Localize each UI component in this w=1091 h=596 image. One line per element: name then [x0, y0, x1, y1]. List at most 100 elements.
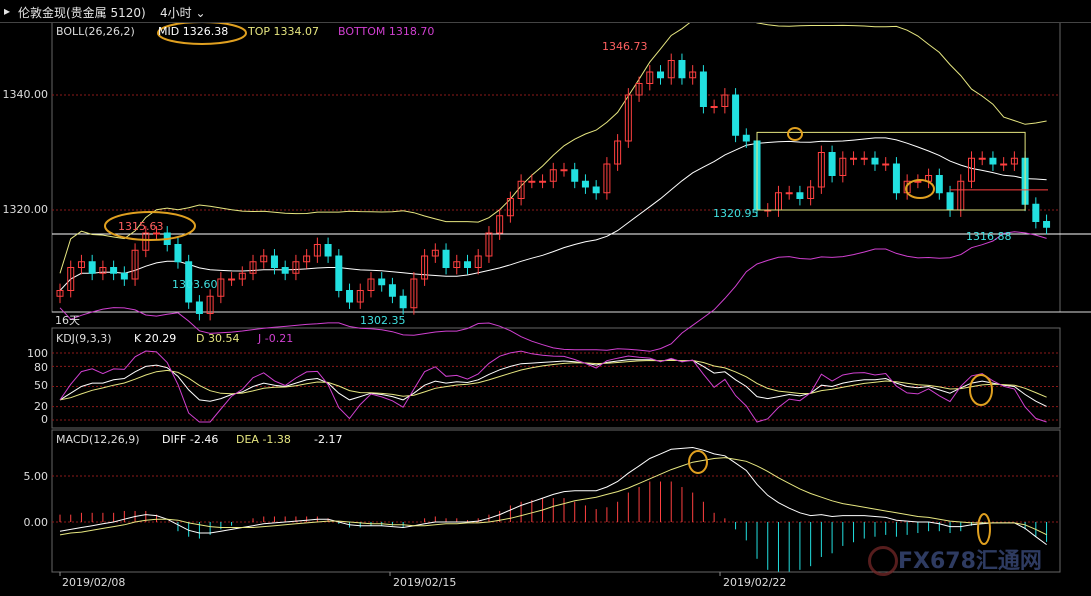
candle-body — [796, 192, 804, 199]
candle-body — [560, 169, 568, 172]
candle-body — [914, 180, 922, 183]
kdj-d-line — [59, 359, 1047, 401]
candle-body — [421, 255, 429, 280]
candle-body — [882, 163, 890, 166]
boll-top-value: TOP 1334.07 — [248, 25, 319, 38]
candle-body — [785, 192, 793, 195]
boll-mid-value: MID 1326.38 — [158, 25, 229, 38]
candle-body — [485, 232, 493, 257]
timeframe-label: 4小时 — [160, 6, 192, 20]
macd-diff-line — [59, 446, 1047, 546]
timeframe-selector[interactable]: 4小时 ⌄ — [160, 4, 206, 21]
boll-mid-line — [59, 137, 1047, 291]
candle-body — [120, 272, 128, 280]
y-tick-1340: 1340.00 — [2, 88, 49, 101]
watermark: FX678汇通网 — [898, 549, 1042, 574]
title-bar: ▸ 伦敦金现(贵金属 5120) 4小时 ⌄ — [0, 0, 1091, 23]
candle-body — [217, 278, 225, 297]
candle-body — [807, 186, 815, 199]
candle-body — [99, 267, 107, 274]
candle-body — [1000, 163, 1008, 166]
candle-body — [549, 169, 557, 182]
candle-body — [892, 163, 900, 194]
candle-body — [603, 163, 611, 194]
macd-histogram-value: -2.17 — [314, 433, 343, 446]
candle-body — [260, 255, 268, 263]
macd-tick-0: 0.00 — [23, 516, 49, 529]
candle-body — [56, 290, 64, 297]
candle-body — [195, 301, 203, 314]
date-label-1: 2019/02/08 — [62, 576, 126, 589]
boll-bottom-value: BOTTOM 1318.70 — [338, 25, 435, 38]
kdj-d-value: D 30.54 — [196, 332, 240, 345]
candle-body — [1010, 157, 1018, 165]
candle-body — [571, 169, 579, 182]
date-label-3: 2019/02/22 — [723, 576, 787, 589]
candle-body — [174, 244, 182, 263]
highlight-kdj-ellipse — [969, 374, 993, 406]
candle-body — [303, 255, 311, 263]
macd-dea-line — [59, 457, 1047, 536]
candle-body — [689, 71, 697, 79]
annotation-last: 1316.88 — [966, 230, 1012, 243]
highlight-macd-end-ellipse — [977, 513, 991, 545]
boll-indicator-label[interactable]: BOLL(26,26,2) — [56, 25, 135, 38]
candle-body — [678, 60, 686, 79]
instrument-icon: ▸ — [4, 4, 11, 18]
boll-top-line — [59, 10, 1047, 274]
candle-body — [721, 94, 729, 107]
annotation-low1: 1303.60 — [172, 278, 218, 291]
highlight-bottom-ellipse — [905, 179, 935, 199]
annotation-low2: 1302.35 — [360, 314, 406, 327]
candle-body — [378, 278, 386, 286]
annotation-high: 1346.73 — [602, 40, 648, 53]
candle-body — [410, 278, 418, 309]
highlight-peak-ellipse — [104, 211, 196, 241]
candle-body — [635, 83, 643, 96]
candle-body — [935, 175, 943, 194]
candle-body — [142, 232, 150, 251]
macd-tick-5: 5.00 — [23, 470, 49, 483]
candle-body — [185, 261, 193, 303]
candle-body — [539, 180, 547, 183]
instrument-selector[interactable]: 伦敦金现(贵金属 5120) — [18, 6, 146, 20]
candle-body — [356, 290, 364, 303]
watermark-logo-icon — [868, 546, 898, 576]
candle-body — [967, 157, 975, 182]
candle-body — [828, 152, 836, 176]
boll-bottom-line — [59, 231, 1047, 352]
kdj-tick-20: 20 — [34, 400, 48, 413]
macd-panel-frame — [51, 429, 1061, 573]
candle-body — [474, 255, 482, 268]
macd-dea-value: DEA -1.38 — [236, 433, 291, 446]
kdj-tick-80: 80 — [34, 361, 48, 374]
candle-body — [388, 284, 396, 297]
kdj-k-value: K 20.29 — [134, 332, 177, 345]
candle-body — [667, 60, 675, 79]
candle-body — [742, 134, 750, 142]
candle-body — [249, 261, 257, 274]
candle-body — [77, 261, 85, 268]
kdj-j-value: J -0.21 — [258, 332, 294, 345]
candle-body — [978, 157, 986, 160]
kdj-indicator-label[interactable]: KDJ(9,3,3) — [56, 332, 112, 345]
candle-body — [206, 295, 214, 314]
candle-body — [657, 71, 665, 79]
candle-body — [442, 249, 450, 268]
candle-body — [453, 261, 461, 268]
chevron-down-icon: ⌄ — [191, 6, 206, 20]
candle-body — [335, 255, 343, 291]
candle-body — [989, 157, 997, 165]
candle-body — [153, 232, 161, 235]
kdj-tick-0: 0 — [41, 413, 48, 426]
candle-body — [581, 180, 589, 188]
candle-body — [699, 71, 707, 107]
macd-indicator-label[interactable]: MACD(12,26,9) — [56, 433, 140, 446]
candle-body — [346, 290, 354, 303]
candle-body — [860, 157, 868, 160]
candle-body — [506, 198, 514, 217]
candle-body — [710, 106, 718, 108]
candle-body — [839, 157, 847, 176]
candle-body — [817, 152, 825, 188]
